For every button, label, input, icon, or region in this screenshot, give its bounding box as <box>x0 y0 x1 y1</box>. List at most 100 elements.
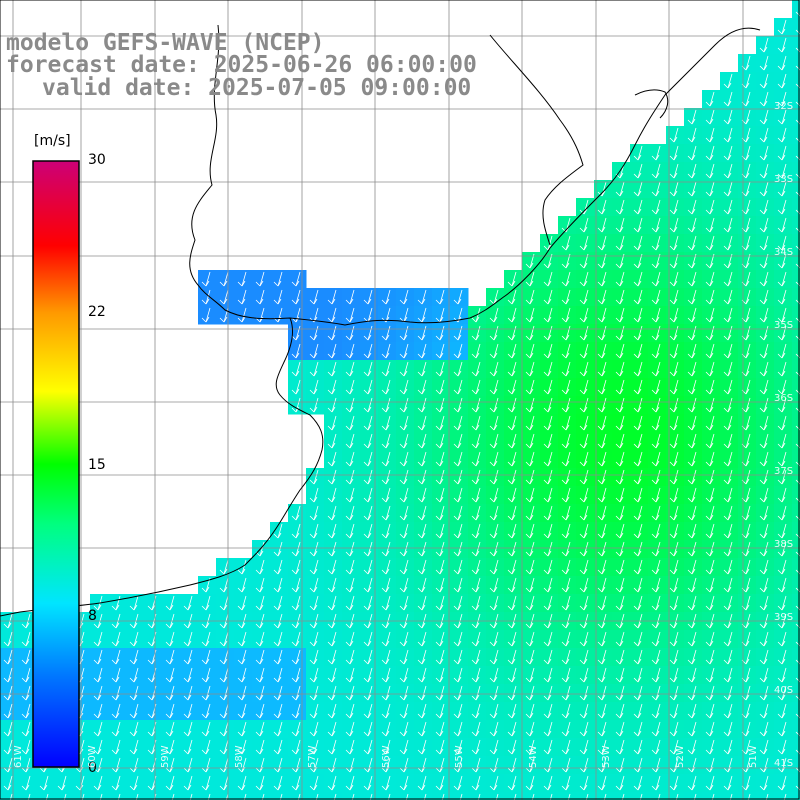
wind-arrow <box>453 523 463 539</box>
field-cell <box>594 396 613 415</box>
wind-arrow <box>399 649 409 665</box>
field-cell <box>792 396 800 415</box>
field-cell <box>702 342 721 361</box>
field-cell <box>756 396 775 415</box>
field-cell <box>378 774 397 793</box>
wind-arrow <box>687 523 697 539</box>
field-cell <box>756 702 775 721</box>
wind-arrow <box>219 721 229 737</box>
wind-arrow <box>525 595 535 611</box>
wind-arrow <box>777 685 787 701</box>
wind-arrow <box>381 325 391 341</box>
field-cell <box>90 774 109 793</box>
field-cell <box>486 360 505 379</box>
wind-arrow <box>633 577 643 593</box>
wind-arrow <box>21 739 31 755</box>
wind-arrow <box>633 559 643 575</box>
field-cell <box>594 234 613 253</box>
field-cell <box>360 720 379 739</box>
wind-arrow <box>327 631 337 647</box>
field-cell <box>666 198 685 217</box>
field-cell <box>486 540 505 559</box>
field-cell <box>702 144 721 163</box>
wind-arrow <box>255 721 265 737</box>
wind-arrow <box>471 307 481 323</box>
wind-arrow <box>777 505 787 521</box>
wind-arrow <box>291 559 301 575</box>
field-cell <box>756 468 775 487</box>
field-cell <box>504 702 523 721</box>
wind-arrow <box>651 505 661 521</box>
field-cell <box>720 504 739 523</box>
field-cell <box>468 522 487 541</box>
wind-arrow <box>543 487 553 503</box>
field-cell <box>450 720 469 739</box>
wind-arrow <box>201 685 211 701</box>
wind-arrow <box>759 415 769 431</box>
field-cell <box>612 630 631 649</box>
field-cell <box>270 306 289 325</box>
field-cell <box>522 702 541 721</box>
field-cell <box>666 774 685 793</box>
wind-arrow <box>723 541 733 557</box>
wind-arrow <box>651 523 661 539</box>
field-cell <box>252 720 271 739</box>
wind-arrow <box>489 343 499 359</box>
field-cell <box>144 756 163 775</box>
wind-arrow <box>471 523 481 539</box>
wind-arrow <box>399 343 409 359</box>
wind-arrow <box>291 595 301 611</box>
wind-arrow <box>759 145 769 161</box>
wind-arrow <box>345 469 355 485</box>
field-cell <box>288 324 307 343</box>
field-cell <box>648 576 667 595</box>
wind-arrow <box>489 649 499 665</box>
field-cell <box>540 702 559 721</box>
field-cell <box>540 414 559 433</box>
wind-arrow <box>633 739 643 755</box>
field-cell <box>684 252 703 271</box>
field-cell <box>720 486 739 505</box>
wind-arrow <box>669 289 679 305</box>
field-cell <box>414 288 433 307</box>
field-cell <box>180 684 199 703</box>
wind-arrow <box>633 541 643 557</box>
field-cell <box>342 630 361 649</box>
wind-arrow <box>615 217 625 233</box>
wind-arrow <box>381 343 391 359</box>
wind-arrow <box>225 793 229 800</box>
wind-arrow <box>651 379 661 395</box>
field-cell <box>756 576 775 595</box>
field-cell <box>774 126 793 145</box>
field-cell <box>288 738 307 757</box>
wind-arrow <box>435 685 445 701</box>
field-cell <box>576 234 595 253</box>
field-cell <box>576 324 595 343</box>
wind-arrow <box>705 361 715 377</box>
field-cell <box>594 360 613 379</box>
field-cell <box>594 702 613 721</box>
field-cell <box>324 792 343 800</box>
wind-arrow <box>687 469 697 485</box>
wind-arrow <box>507 523 517 539</box>
wind-arrow <box>417 739 427 755</box>
wind-arrow <box>453 649 463 665</box>
field-cell <box>792 504 800 523</box>
field-cell <box>630 684 649 703</box>
field-cell <box>612 270 631 289</box>
field-cell <box>648 234 667 253</box>
wind-arrow <box>399 721 409 737</box>
wind-arrow <box>489 667 499 683</box>
wind-arrow <box>489 451 499 467</box>
field-cell <box>252 558 271 577</box>
field-cell <box>126 738 145 757</box>
wind-arrow <box>45 793 49 800</box>
field-cell <box>756 630 775 649</box>
field-cell <box>378 540 397 559</box>
field-cell <box>630 522 649 541</box>
field-cell <box>630 342 649 361</box>
wind-arrow <box>543 721 553 737</box>
field-cell <box>684 558 703 577</box>
field-cell <box>486 648 505 667</box>
wind-arrow <box>471 415 481 431</box>
